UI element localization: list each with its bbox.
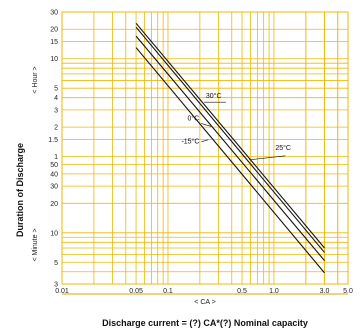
- x-unit-label: < CA >: [194, 299, 215, 306]
- y-unit-minute: < Minute >: [32, 228, 39, 261]
- x-tick-label: 3.0: [320, 288, 330, 295]
- y-tick-label-minute: 50: [50, 162, 58, 169]
- series-labels: 30°C 25°C 0°C -15°C: [181, 92, 291, 161]
- y-tick-label-minute: 10: [50, 230, 58, 237]
- tick-labels: 0.01 0.05 0.1 0.5 1.0 3.0 5.03020151054321.515…: [48, 10, 353, 296]
- series-label: 0°C: [187, 114, 199, 122]
- series-label-leader: [201, 123, 212, 127]
- y-tick-label-hour: 4: [54, 95, 58, 102]
- y-tick-label-minute: 20: [50, 201, 58, 208]
- y-tick-label-hour: 1: [54, 154, 58, 161]
- y-tick-label-hour: 20: [50, 27, 58, 34]
- y-tick-label-minute: 3: [54, 282, 58, 289]
- x-tick-label: 1.0: [269, 288, 279, 295]
- x-tick-label: 5.0: [343, 288, 353, 295]
- y-tick-label-hour: 1.5: [48, 137, 58, 144]
- series-lines: [135, 22, 325, 274]
- grid: [61, 11, 349, 285]
- y-tick-label-hour: 30: [50, 10, 58, 17]
- series-label: 30°C: [206, 92, 222, 100]
- y-tick-label-hour: 15: [50, 39, 58, 46]
- series-line: [135, 35, 325, 261]
- y-tick-label-minute: 40: [50, 171, 58, 178]
- x-axis-label: Discharge current = (?) CA*(?) Nominal c…: [102, 318, 308, 328]
- x-tick-label: 0.01: [55, 288, 69, 295]
- series-line: [135, 26, 325, 253]
- series-label-leader: [249, 155, 286, 161]
- series-line: [135, 22, 325, 249]
- y-tick-label-hour: 3: [54, 107, 58, 114]
- y-tick-label-minute: 30: [50, 184, 58, 191]
- series-label: 25°C: [275, 144, 291, 152]
- series-line: [135, 47, 325, 274]
- plot-frame: [61, 11, 349, 285]
- x-tick-label: 0.1: [163, 288, 173, 295]
- y-tick-label-hour: 10: [50, 56, 58, 63]
- series-label-leader: [201, 139, 209, 143]
- y-tick-label-hour: 2: [54, 125, 58, 132]
- x-tick-label: 0.05: [129, 288, 143, 295]
- y-tick-label-minute: 5: [54, 260, 58, 267]
- series-label: -15°C: [181, 138, 199, 146]
- y-tick-label-hour: 5: [54, 86, 58, 93]
- y-axis-label: Duration of Discharge: [15, 143, 25, 237]
- x-tick-label: 0.5: [237, 288, 247, 295]
- y-unit-hour: < Hour >: [32, 66, 39, 93]
